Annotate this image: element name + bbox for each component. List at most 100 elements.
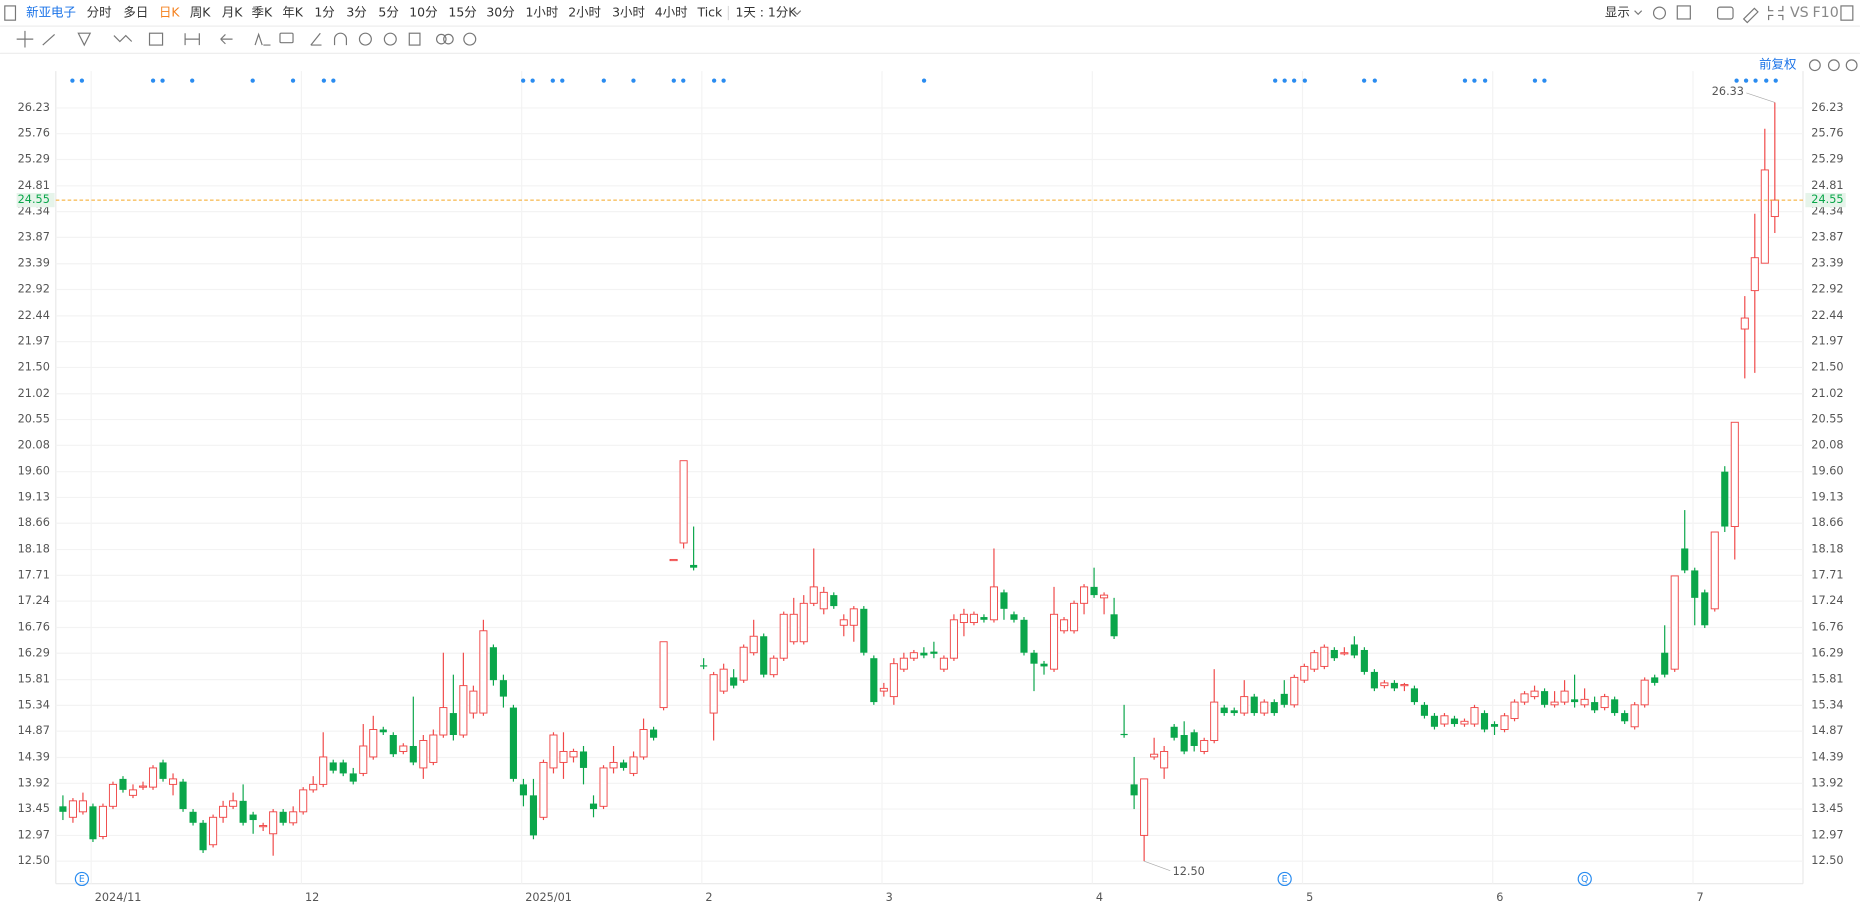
event-dot[interactable] xyxy=(1292,78,1297,83)
reset-button[interactable] xyxy=(1808,59,1821,72)
event-dot[interactable] xyxy=(1482,78,1488,83)
channel-tool[interactable] xyxy=(77,32,92,47)
arrow-tool[interactable] xyxy=(220,33,233,45)
event-dot[interactable] xyxy=(160,78,165,83)
period-tab[interactable]: 4小时 xyxy=(655,5,688,20)
note-tool[interactable] xyxy=(279,32,294,44)
period-tab[interactable]: 30分 xyxy=(486,5,514,20)
text-tool[interactable] xyxy=(254,32,271,46)
event-dot[interactable] xyxy=(1372,78,1377,83)
wave-tool[interactable] xyxy=(113,34,133,43)
event-dot[interactable] xyxy=(601,78,606,83)
magnet-tool[interactable] xyxy=(333,32,348,46)
interval-menu[interactable]: 1天 : 1分K xyxy=(735,5,797,20)
line-tool[interactable] xyxy=(42,33,56,46)
period-tab[interactable]: 分时 xyxy=(87,5,112,20)
interval-chevron[interactable] xyxy=(793,10,802,16)
candle-body xyxy=(219,805,228,818)
event-dot[interactable] xyxy=(1361,78,1367,83)
y-tick-label-right: 20.55 xyxy=(1811,413,1843,426)
event-marker[interactable] xyxy=(74,871,90,887)
event-dot[interactable] xyxy=(1302,78,1307,83)
event-dot[interactable] xyxy=(631,78,636,83)
period-tab[interactable]: 3小时 xyxy=(612,5,645,20)
period-tab[interactable]: 季K xyxy=(252,5,273,20)
event-dot[interactable] xyxy=(1462,78,1468,83)
event-dot[interactable] xyxy=(290,78,296,83)
angle-tool[interactable] xyxy=(310,32,322,46)
lock-tool[interactable] xyxy=(358,32,372,46)
event-dot[interactable] xyxy=(1273,78,1278,83)
event-dot[interactable] xyxy=(250,78,255,83)
event-dot[interactable] xyxy=(190,78,195,83)
period-tab[interactable]: 10分 xyxy=(409,5,437,20)
event-dot[interactable] xyxy=(1542,78,1547,83)
period-tab[interactable]: Tick xyxy=(697,5,724,20)
y-tick-label-right: 15.81 xyxy=(1811,673,1843,686)
sidebar-toggle[interactable] xyxy=(4,5,17,21)
range-tool[interactable] xyxy=(184,33,200,46)
period-tab[interactable]: 15分 xyxy=(448,5,476,20)
zoom-in-button[interactable] xyxy=(1845,59,1858,72)
period-tab[interactable]: 年K xyxy=(282,5,303,20)
compare-tool-2[interactable] xyxy=(443,33,454,45)
event-dot[interactable] xyxy=(530,78,535,83)
measure-tool[interactable] xyxy=(148,32,164,46)
event-dot[interactable] xyxy=(1764,78,1769,83)
zoom-out-button[interactable] xyxy=(1827,59,1840,72)
event-dot[interactable] xyxy=(150,78,156,83)
period-tab[interactable]: 多日 xyxy=(123,5,148,20)
display-menu[interactable]: 显示 xyxy=(1605,5,1630,20)
move-tool[interactable] xyxy=(16,30,34,48)
period-tab[interactable]: 日K xyxy=(159,5,180,20)
event-dot[interactable] xyxy=(1472,78,1477,83)
event-dot[interactable] xyxy=(681,78,686,83)
period-tab[interactable]: 1分 xyxy=(314,5,334,20)
layout-icon[interactable] xyxy=(1676,5,1691,20)
display-chevron[interactable] xyxy=(1634,10,1643,16)
event-dot[interactable] xyxy=(1734,78,1739,83)
event-dot[interactable] xyxy=(331,78,336,83)
event-dot[interactable] xyxy=(921,78,927,83)
period-tab[interactable]: 月K xyxy=(222,5,243,20)
vs-button[interactable]: VS xyxy=(1790,5,1809,21)
event-dot[interactable] xyxy=(711,78,717,83)
draw-icon[interactable] xyxy=(1742,7,1759,24)
event-dot[interactable] xyxy=(79,78,85,83)
event-dot[interactable] xyxy=(521,78,526,83)
hide-tool[interactable] xyxy=(383,32,397,46)
period-tab[interactable]: 周K xyxy=(190,5,211,20)
period-tab[interactable]: 3分 xyxy=(346,5,366,20)
adjust-mode[interactable]: 前复权 xyxy=(1759,57,1797,72)
event-marker[interactable] xyxy=(1277,871,1292,887)
fullscreen-icon[interactable] xyxy=(1768,5,1784,21)
event-marker[interactable] xyxy=(1577,871,1592,887)
candle-body xyxy=(1210,701,1219,741)
event-dot[interactable] xyxy=(550,78,555,83)
period-tab[interactable]: 5分 xyxy=(378,5,398,20)
event-dot[interactable] xyxy=(321,78,327,83)
event-dot[interactable] xyxy=(1532,78,1538,83)
period-tab[interactable]: 2小时 xyxy=(568,5,601,20)
event-dot[interactable] xyxy=(560,78,565,83)
indicator-settings[interactable] xyxy=(463,32,477,46)
f10-button[interactable]: F10 xyxy=(1812,5,1838,21)
event-dot[interactable] xyxy=(1282,78,1287,83)
event-dot[interactable] xyxy=(671,78,676,83)
event-dot[interactable] xyxy=(1773,78,1778,83)
event-dot[interactable] xyxy=(70,78,75,83)
y-tick-label-right: 25.29 xyxy=(1811,152,1843,165)
event-dot[interactable] xyxy=(1743,78,1749,83)
delete-tool[interactable] xyxy=(408,32,421,46)
symbol[interactable]: 新亚电子 xyxy=(26,5,76,20)
candle-body xyxy=(1380,682,1389,687)
event-dot[interactable] xyxy=(1753,78,1758,83)
panel-toggle[interactable] xyxy=(1840,5,1854,21)
candle-body xyxy=(1520,693,1529,703)
period-tab[interactable]: 1小时 xyxy=(526,5,559,20)
snapshot-icon[interactable] xyxy=(1717,6,1734,20)
compare-tool[interactable] xyxy=(435,33,447,45)
y-tick-label: 16.29 xyxy=(18,646,50,659)
event-dot[interactable] xyxy=(721,78,726,83)
settings-icon[interactable] xyxy=(1652,6,1667,20)
